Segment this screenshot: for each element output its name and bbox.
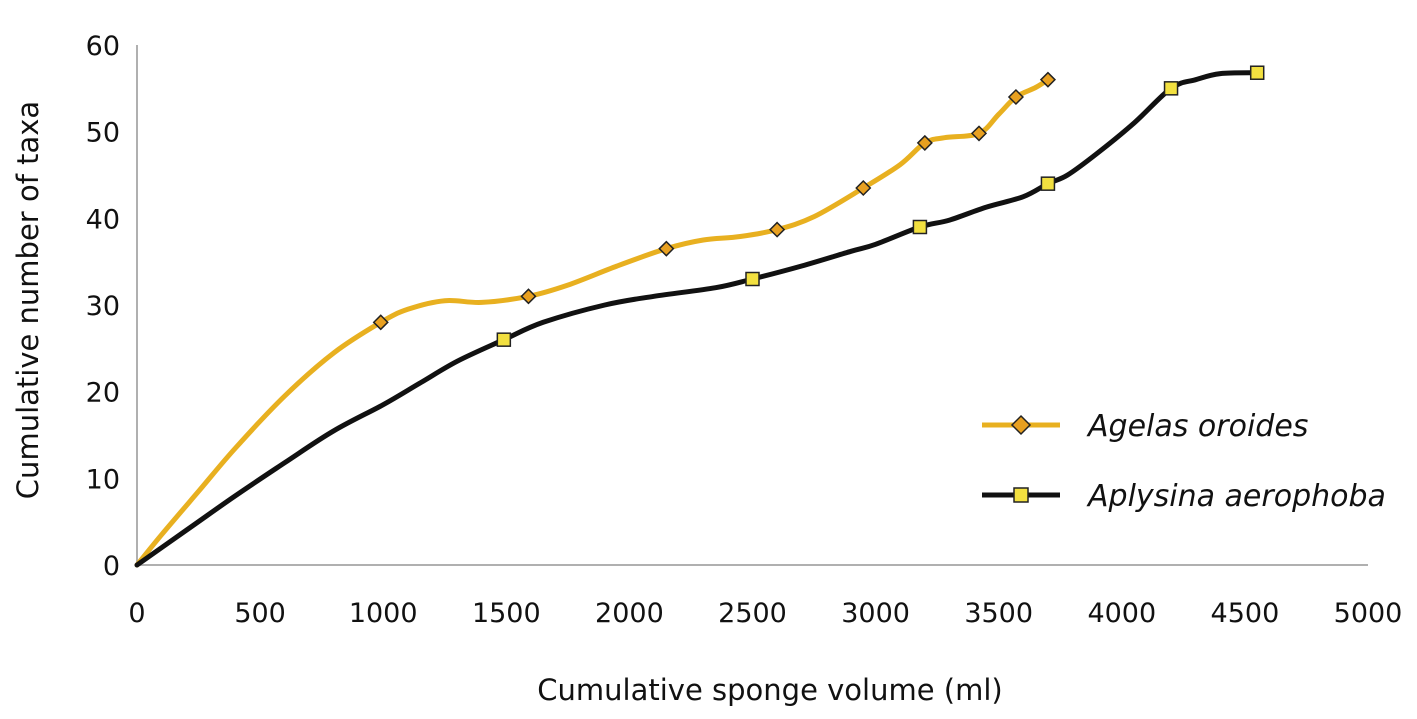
legend-label-aplysina: Aplysina aerophoba <box>1086 479 1386 514</box>
data-point-agelas-oroides <box>916 134 933 151</box>
data-point-agelas-oroides <box>970 125 988 142</box>
x-tick-label: 1000 <box>349 598 418 629</box>
x-tick-label: 3000 <box>841 598 910 629</box>
x-tick-label: 3500 <box>964 598 1033 629</box>
x-tick-label: 5000 <box>1334 598 1403 629</box>
data-point-agelas-oroides <box>1007 88 1024 106</box>
x-axis-title: Cumulative sponge volume (ml) <box>537 673 1002 707</box>
data-point-agelas-oroides <box>1039 71 1057 88</box>
x-tick-label: 2000 <box>595 598 664 629</box>
series-line-aplysina-aerophoba <box>134 70 1260 568</box>
y-tick-label: 10 <box>86 464 120 495</box>
x-tick-label: 4500 <box>1211 598 1280 629</box>
y-tick-labels: 0 10 20 30 40 50 60 <box>86 31 120 582</box>
legend: Agelas oroides Aplysina aerophoba <box>982 409 1386 514</box>
x-tick-label: 500 <box>234 598 286 629</box>
series-line-agelas-oroides <box>134 77 1051 568</box>
x-tick-label: 4000 <box>1087 598 1156 629</box>
data-point-aplysina-aerophoba <box>496 332 512 347</box>
data-point-aplysina-aerophoba <box>1163 81 1179 96</box>
y-tick-label: 60 <box>86 31 120 62</box>
y-tick-label: 50 <box>86 118 120 149</box>
series-markers <box>372 65 1265 347</box>
x-tick-labels: 0 500 1000 1500 2000 2500 3000 3500 4000 4500 5000 <box>128 598 1402 629</box>
data-point-agelas-oroides <box>658 240 675 257</box>
y-tick-label: 0 <box>103 551 120 582</box>
y-tick-label: 20 <box>86 378 120 409</box>
data-point-aplysina-aerophoba <box>1040 176 1056 191</box>
x-tick-label: 0 <box>128 598 145 629</box>
y-tick-label: 40 <box>86 204 120 235</box>
data-point-agelas-oroides <box>372 314 389 331</box>
data-point-aplysina-aerophoba <box>1249 65 1265 80</box>
y-axis-title: Cumulative number of taxa <box>11 101 45 499</box>
axes <box>136 45 1368 566</box>
x-tick-label: 1500 <box>472 598 541 629</box>
data-point-aplysina-aerophoba <box>912 219 928 235</box>
x-tick-label: 2500 <box>718 598 787 629</box>
data-point-agelas-oroides <box>520 288 537 305</box>
data-point-agelas-oroides <box>855 179 872 197</box>
y-tick-label: 30 <box>86 291 120 322</box>
data-point-aplysina-aerophoba <box>745 271 760 287</box>
legend-marker-agelas <box>1010 414 1032 436</box>
data-point-agelas-oroides <box>769 221 786 238</box>
legend-marker-aplysina <box>1013 487 1029 503</box>
legend-label-agelas: Agelas oroides <box>1086 409 1308 444</box>
